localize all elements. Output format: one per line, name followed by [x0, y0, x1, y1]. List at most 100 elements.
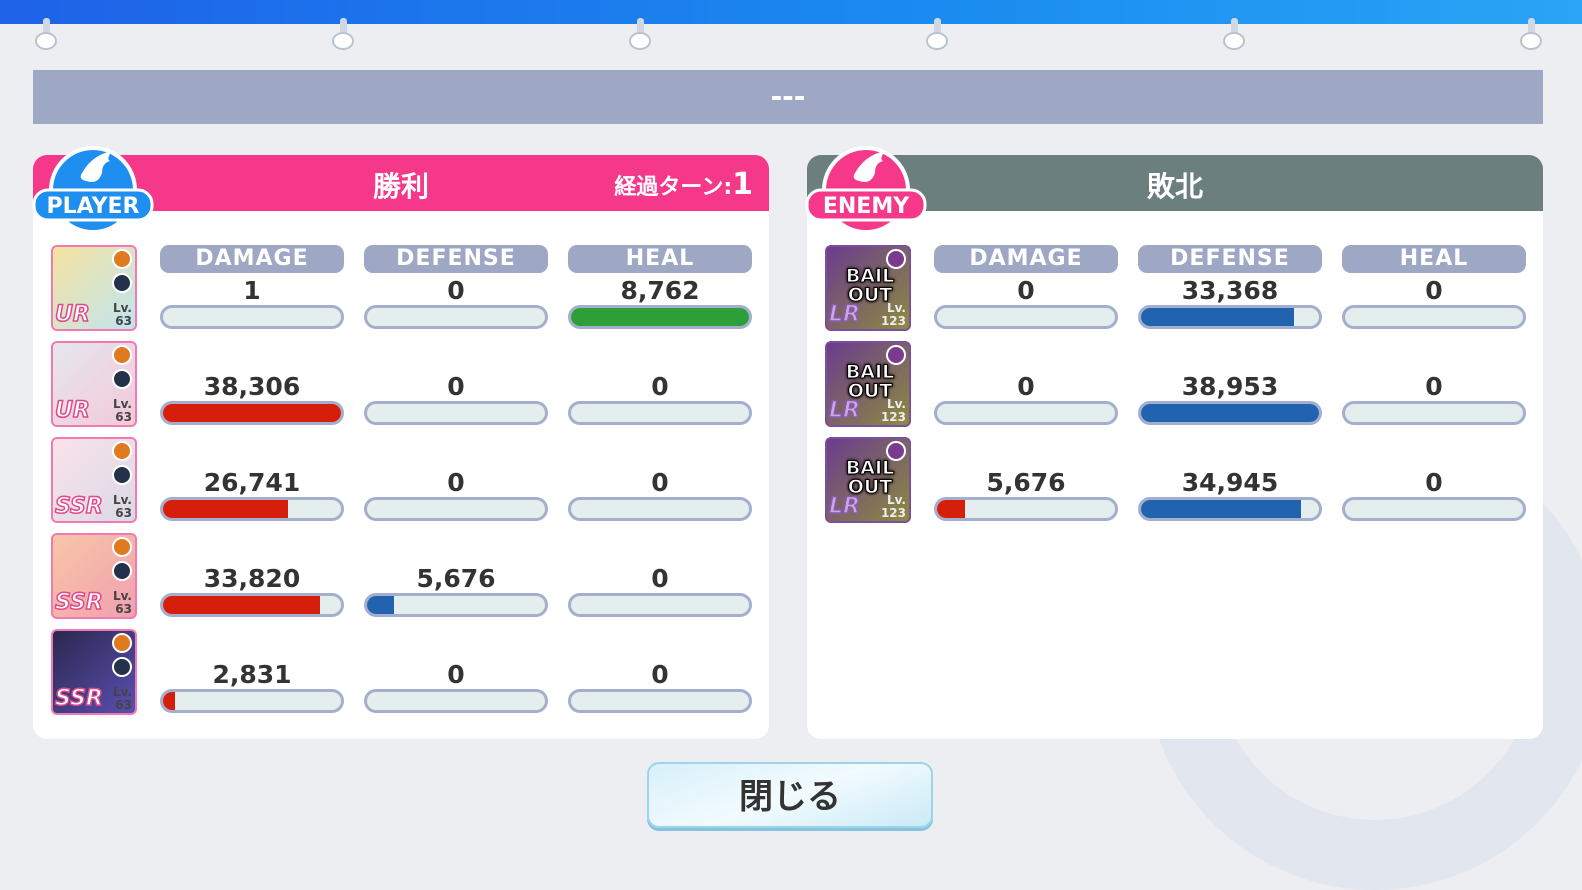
enemy-avatar[interactable]: BAIL OUT LR Lv. 123 — [825, 437, 911, 523]
heal-bar — [568, 689, 752, 713]
damage-column: 5,676 — [934, 437, 1118, 521]
heal-bar — [1342, 497, 1526, 521]
rarity: LR — [828, 493, 860, 520]
bail-out-label: BAIL OUT — [845, 457, 895, 498]
damage-bar — [160, 689, 344, 713]
pin-decoration — [35, 18, 57, 52]
turn-label: 経過ターン: — [614, 175, 733, 200]
heal-value: 8,762 — [620, 276, 700, 305]
character-avatar[interactable]: SSR Lv. 63 — [51, 533, 137, 619]
damage-value: 0 — [1017, 276, 1035, 305]
attribute-icon — [112, 633, 132, 653]
bail-out-label: BAIL OUT — [845, 361, 895, 402]
heal-value: 0 — [1425, 468, 1443, 497]
turn-value: 1 — [732, 167, 753, 202]
type-icon — [112, 657, 132, 677]
enemy-result: 敗北 — [1146, 170, 1203, 203]
level: Lv. 63 — [112, 397, 132, 424]
defense-bar — [364, 689, 548, 713]
damage-bar — [934, 497, 1118, 521]
player-row: SSR Lv. 63 26,741 0 0 — [51, 437, 752, 527]
attribute-icon — [886, 441, 906, 461]
rarity: LR — [828, 301, 860, 328]
rarity: UR — [54, 301, 90, 328]
damage-bar-fill — [937, 500, 966, 518]
attribute-icon — [112, 537, 132, 557]
defense-column: DEFENSE 0 — [364, 245, 548, 329]
rarity: UR — [54, 397, 90, 424]
player-row: UR Lv. 63 38,306 0 0 — [51, 341, 752, 431]
heal-column: HEAL 0 — [1342, 245, 1526, 329]
character-avatar[interactable]: UR Lv. 63 — [51, 341, 137, 427]
type-icon — [112, 369, 132, 389]
heal-bar — [568, 593, 752, 617]
enemy-row: BAIL OUT LR Lv. 123 0 38,953 0 — [825, 341, 1526, 431]
damage-bar-fill — [163, 404, 341, 422]
damage-column: 38,306 — [160, 341, 344, 425]
level: Lv. 123 — [880, 397, 906, 424]
damage-bar — [160, 497, 344, 521]
enemy-row: BAIL OUT LR Lv. 123 5,676 34,945 0 — [825, 437, 1526, 527]
enemy-header: 敗北 — [807, 155, 1543, 211]
defense-column: 0 — [364, 437, 548, 521]
defense-bar — [364, 305, 548, 329]
pin-decoration — [629, 18, 651, 52]
pin-decoration — [1223, 18, 1245, 52]
heal-column: 0 — [1342, 341, 1526, 425]
heal-column: 0 — [568, 629, 752, 713]
type-icon — [112, 273, 132, 293]
level: Lv. 63 — [112, 301, 132, 328]
defense-bar-fill — [367, 596, 394, 614]
level: Lv. 123 — [880, 493, 906, 520]
heal-value: 0 — [651, 468, 669, 497]
character-avatar[interactable]: UR Lv. 63 — [51, 245, 137, 331]
damage-label: DAMAGE — [160, 245, 344, 273]
damage-value: 33,820 — [203, 564, 301, 593]
defense-column: DEFENSE 33,368 — [1138, 245, 1322, 329]
type-icon — [112, 561, 132, 581]
defense-column: 38,953 — [1138, 341, 1322, 425]
heal-column: 0 — [568, 437, 752, 521]
rarity: SSR — [54, 493, 103, 520]
attribute-icon — [886, 249, 906, 269]
heal-value: 0 — [1425, 372, 1443, 401]
character-avatar[interactable]: SSR Lv. 63 — [51, 437, 137, 523]
heal-bar — [568, 497, 752, 521]
pin-decoration — [1520, 18, 1542, 52]
enemy-avatar[interactable]: BAIL OUT LR Lv. 123 — [825, 341, 911, 427]
defense-label: DEFENSE — [1138, 245, 1322, 273]
enemy-avatar[interactable]: BAIL OUT LR Lv. 123 — [825, 245, 911, 331]
attribute-icon — [112, 441, 132, 461]
heal-bar — [568, 401, 752, 425]
damage-column: 26,741 — [160, 437, 344, 521]
damage-bar — [934, 305, 1118, 329]
defense-value: 34,945 — [1181, 468, 1279, 497]
defense-label: DEFENSE — [364, 245, 548, 273]
defense-value: 0 — [447, 468, 465, 497]
character-avatar[interactable]: SSR Lv. 63 — [51, 629, 137, 715]
defense-value: 38,953 — [1181, 372, 1279, 401]
damage-value: 26,741 — [203, 468, 301, 497]
attribute-icon — [886, 345, 906, 365]
battle-title: --- — [33, 70, 1543, 124]
player-row: SSR Lv. 63 2,831 0 0 — [51, 629, 752, 719]
player-badge-text: PLAYER — [47, 194, 140, 219]
rarity: SSR — [54, 589, 103, 616]
damage-bar-fill — [163, 500, 288, 518]
defense-bar — [1138, 401, 1322, 425]
close-button[interactable]: 閉じる — [647, 762, 933, 828]
player-result: 勝利 — [372, 170, 429, 203]
defense-bar — [364, 497, 548, 521]
enemy-badge: ENEMY — [805, 146, 927, 234]
player-badge: PLAYER — [32, 146, 154, 234]
heal-bar-fill — [571, 308, 749, 326]
heal-column: 0 — [568, 533, 752, 617]
top-strip — [0, 0, 1582, 24]
defense-column: 34,945 — [1138, 437, 1322, 521]
rarity: LR — [828, 397, 860, 424]
defense-bar-fill — [1141, 404, 1319, 422]
damage-value: 1 — [243, 276, 261, 305]
defense-bar — [364, 401, 548, 425]
damage-label: DAMAGE — [934, 245, 1118, 273]
damage-value: 5,676 — [986, 468, 1066, 497]
